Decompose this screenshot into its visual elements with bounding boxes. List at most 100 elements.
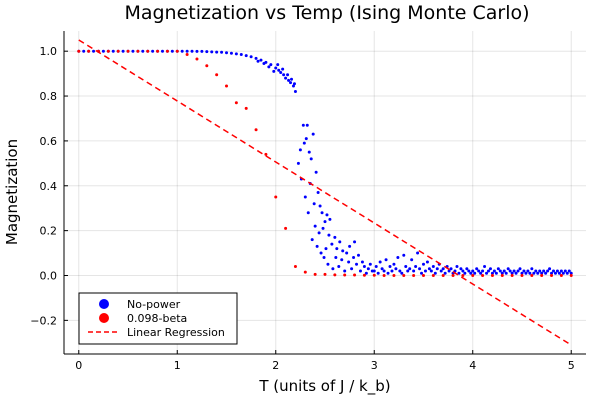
data-point [471,269,475,273]
x-tick-label: 1 [174,359,181,372]
data-point [316,191,320,194]
data-point [220,50,224,54]
data-point [320,211,324,215]
data-point [553,271,557,275]
data-point [477,269,481,273]
data-point [518,267,522,271]
x-tick-label: 2 [272,359,279,372]
data-point [392,262,396,266]
data-point [435,267,439,271]
data-point [225,51,229,55]
data-point [555,269,559,273]
data-point [362,265,366,269]
data-point [494,271,498,275]
data-point [569,273,573,277]
data-point [324,247,328,251]
data-point [318,204,322,208]
grid [64,31,586,354]
data-point [540,271,544,275]
data-point [323,220,327,224]
data-point [421,273,425,277]
data-point [356,253,360,257]
data-point [262,62,266,66]
data-point [447,269,451,273]
data-point [269,63,273,67]
data-point [313,272,317,276]
series-layer [77,39,573,346]
data-point [293,90,297,94]
data-point [412,273,416,277]
data-point [77,49,81,53]
data-point [416,251,420,255]
legend-marker-beta [99,313,109,323]
data-point [348,244,352,248]
data-point [200,49,204,53]
data-point [530,267,534,271]
data-point [459,267,463,271]
data-point [312,202,316,206]
data-point [289,81,293,85]
data-point [307,150,311,154]
data-point [516,269,520,273]
data-point [490,271,494,275]
data-point [425,260,429,264]
data-point [131,49,135,53]
data-point [249,55,253,59]
data-point [408,267,412,271]
data-point [160,49,164,53]
data-point [368,262,372,266]
data-point [429,269,433,273]
data-point [195,49,199,53]
data-point [559,273,563,277]
data-point [550,273,554,277]
data-point [330,242,334,246]
data-point [264,152,268,156]
data-point [455,265,459,269]
data-point [281,67,285,71]
data-point [234,101,238,105]
data-point [215,73,219,77]
data-point [557,271,561,275]
data-point [337,265,341,269]
data-point [282,73,286,77]
data-point [490,273,494,277]
data-point [331,267,335,271]
data-point [141,49,145,53]
x-tick-label: 0 [75,359,82,372]
data-point [461,273,465,277]
data-point [565,271,569,275]
y-tick-label: 1.0 [40,45,58,58]
data-point [87,49,91,53]
data-point [502,269,506,273]
regression-line [78,39,572,346]
data-point [151,49,155,53]
data-point [355,262,359,266]
data-point [360,260,364,264]
legend-marker-no-power [99,299,109,309]
data-point [327,233,331,237]
data-point [304,137,308,141]
data-point [136,49,140,53]
data-point [414,265,418,269]
data-point [471,273,475,277]
data-point [540,273,544,277]
data-point [439,269,443,273]
data-point [534,269,538,273]
data-point [291,84,295,88]
data-point [225,84,229,88]
data-point [510,271,514,275]
data-point [121,49,125,53]
data-point [321,226,325,230]
data-point [394,267,398,271]
data-point [463,271,467,275]
data-point [508,269,512,273]
data-point [532,271,536,275]
data-point [279,71,283,74]
data-point [542,269,546,273]
legend-label-regression: Linear Regression [127,326,225,339]
series-0 [77,49,573,275]
data-point [277,68,281,72]
data-point [170,49,174,53]
data-point [311,132,315,136]
